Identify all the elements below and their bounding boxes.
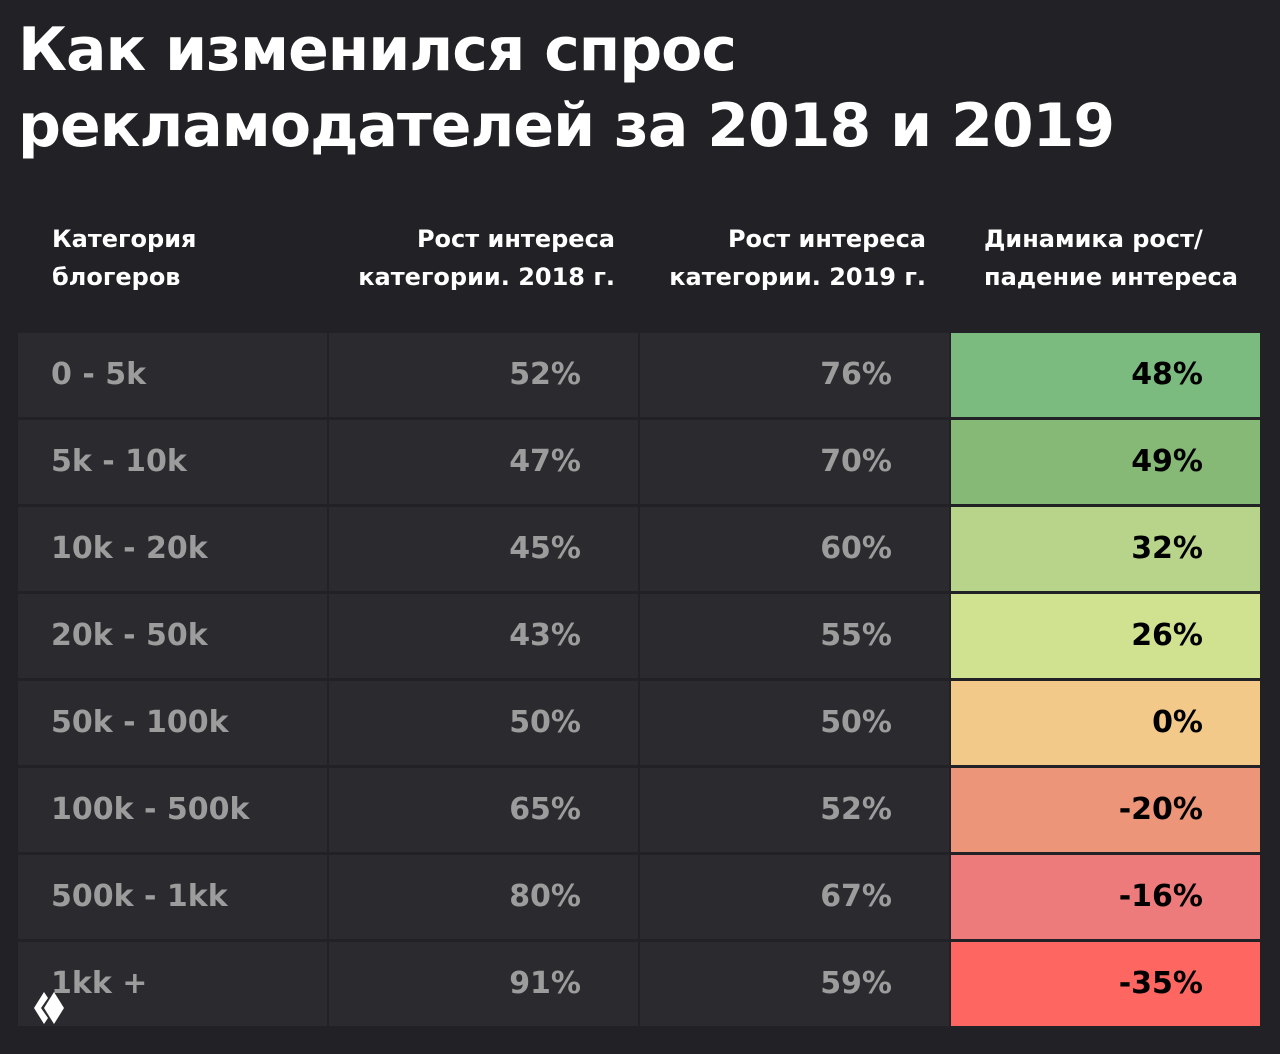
cell-text: 49% xyxy=(1131,444,1203,479)
table-cell: -35% xyxy=(951,942,1260,1026)
table-cell: 49% xyxy=(951,420,1260,504)
column-header: Рост интереса категории. 2018 г. xyxy=(358,225,615,291)
cell-text: 0 - 5k xyxy=(51,357,147,392)
table-cell: 43% xyxy=(329,594,638,678)
cell-text: -16% xyxy=(1118,879,1203,914)
title-line: Как изменился спрос xyxy=(18,15,737,85)
cell-text: 60% xyxy=(820,531,892,566)
cell-text: 70% xyxy=(820,444,892,479)
cell-text: 50k - 100k xyxy=(51,705,229,740)
table-cell: 100k - 500k xyxy=(18,768,327,852)
title: Как изменился спрос рекламодателей за 20… xyxy=(18,12,1115,164)
table-cell: 0% xyxy=(951,681,1260,765)
cell-text: 80% xyxy=(509,879,581,914)
cell-text: 76% xyxy=(820,357,892,392)
column-header: Динамика рост/ падение интереса xyxy=(984,225,1238,291)
cell-text: 100k - 500k xyxy=(51,792,250,827)
cell-text: 47% xyxy=(509,444,581,479)
table-cell: 45% xyxy=(329,507,638,591)
table-cell: -20% xyxy=(951,768,1260,852)
cell-text: 91% xyxy=(509,966,581,1001)
cell-text: 500k - 1kk xyxy=(51,879,228,914)
table-cell: 48% xyxy=(951,333,1260,417)
cell-text: 32% xyxy=(1131,531,1203,566)
table-cell: 10k - 20k xyxy=(18,507,327,591)
table-cell: 80% xyxy=(329,855,638,939)
cell-text: 5k - 10k xyxy=(51,444,187,479)
cell-text: 0% xyxy=(1152,705,1203,740)
table-cell: 50% xyxy=(640,681,949,765)
cell-text: 1kk + xyxy=(51,966,148,1001)
table-cell: 50k - 100k xyxy=(18,681,327,765)
cell-text: -35% xyxy=(1118,966,1203,1001)
column-header: Категория блогеров xyxy=(52,225,197,291)
cell-text: 26% xyxy=(1131,618,1203,653)
cell-text: 48% xyxy=(1131,357,1203,392)
table-cell: 70% xyxy=(640,420,949,504)
table-cell: 59% xyxy=(640,942,949,1026)
table-cell: 1kk + xyxy=(18,942,327,1026)
table-cell: 26% xyxy=(951,594,1260,678)
table-cell: 60% xyxy=(640,507,949,591)
cell-text: 59% xyxy=(820,966,892,1001)
cell-text: 20k - 50k xyxy=(51,618,208,653)
table-cell: 52% xyxy=(329,333,638,417)
table-cell: 67% xyxy=(640,855,949,939)
cell-text: 65% xyxy=(509,792,581,827)
table-cell: 91% xyxy=(329,942,638,1026)
table-cell: 5k - 10k xyxy=(18,420,327,504)
table-cell: 47% xyxy=(329,420,638,504)
table-cell: 0 - 5k xyxy=(18,333,327,417)
table-cell: 32% xyxy=(951,507,1260,591)
cell-text: 52% xyxy=(509,357,581,392)
table-cell: 55% xyxy=(640,594,949,678)
cell-text: 45% xyxy=(509,531,581,566)
cell-text: 52% xyxy=(820,792,892,827)
cell-text: -20% xyxy=(1118,792,1203,827)
cell-text: 50% xyxy=(509,705,581,740)
cell-text: 10k - 20k xyxy=(51,531,208,566)
cell-text: 43% xyxy=(509,618,581,653)
cell-text: 55% xyxy=(820,618,892,653)
table-cell: 500k - 1kk xyxy=(18,855,327,939)
table-cell: 20k - 50k xyxy=(18,594,327,678)
column-header: Рост интереса категории. 2019 г. xyxy=(669,225,926,291)
table-cell: 52% xyxy=(640,768,949,852)
title-line: рекламодателей за 2018 и 2019 xyxy=(18,91,1115,161)
cell-text: 67% xyxy=(820,879,892,914)
cell-text: 50% xyxy=(820,705,892,740)
logo xyxy=(34,992,64,1024)
table-cell: 50% xyxy=(329,681,638,765)
table-cell: -16% xyxy=(951,855,1260,939)
table-cell: 76% xyxy=(640,333,949,417)
table-cell: 65% xyxy=(329,768,638,852)
